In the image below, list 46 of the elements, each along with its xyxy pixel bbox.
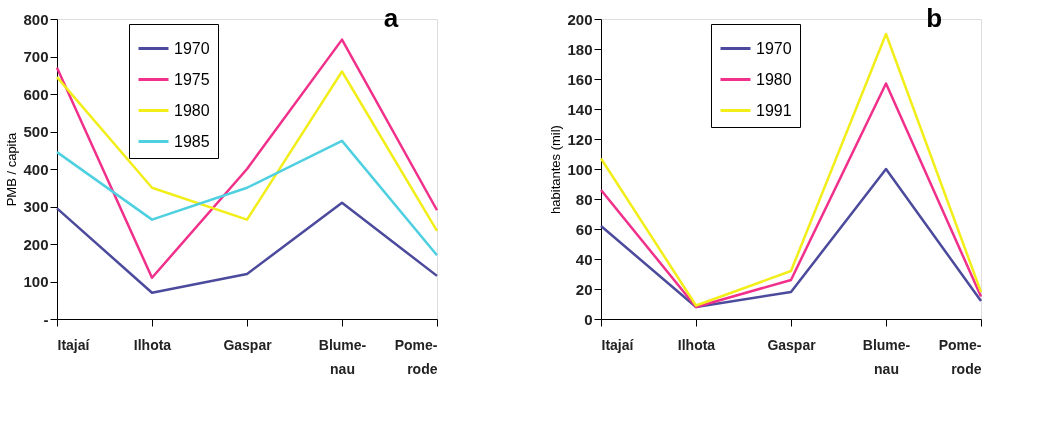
- x-tick-label: Itajaí: [57, 336, 91, 353]
- legend-label: 1975: [174, 70, 210, 88]
- y-tick-label: 20: [575, 280, 593, 298]
- chart-title: b: [926, 3, 943, 33]
- legend-label: 1980: [174, 101, 210, 119]
- y-tick-label: 160: [567, 70, 593, 88]
- y-tick-label: 140: [567, 100, 593, 118]
- y-tick-label: 120: [567, 130, 593, 148]
- y-tick-label: 100: [23, 273, 49, 290]
- x-tick-label: Gaspar: [767, 336, 817, 353]
- y-tick-label: 700: [23, 48, 49, 65]
- chart-title: a: [383, 3, 399, 33]
- x-tick-label: Ilhota: [133, 336, 172, 353]
- legend-label: 1991: [756, 101, 792, 119]
- x-tick-label: Ilhota: [677, 336, 716, 353]
- line-series: [599, 167, 983, 309]
- y-tick-label: 600: [23, 85, 49, 103]
- x-tick-label: Pome- rode: [938, 336, 982, 377]
- line-series: [55, 70, 439, 233]
- line-series: [55, 201, 439, 294]
- x-tick-label: Blume- nau: [318, 336, 367, 377]
- y-axis-title: PMB / capita: [4, 131, 20, 207]
- y-tick-label: 200: [567, 10, 593, 28]
- line-series: [55, 38, 439, 279]
- y-tick-label: 180: [567, 40, 593, 58]
- y-tick-label: 200: [23, 235, 49, 253]
- legend-label: 1970: [174, 39, 210, 57]
- y-tick-label: 100: [567, 160, 593, 178]
- y-tick-label: 80: [575, 190, 593, 208]
- legend-label: 1980: [756, 70, 792, 88]
- y-tick-label: 40: [575, 250, 593, 268]
- legend-label: 1970: [756, 39, 792, 57]
- x-tick-label: Itajaí: [601, 336, 635, 353]
- y-tick-label: 800: [23, 10, 49, 28]
- x-tick-label: Blume- nau: [862, 336, 911, 377]
- y-tick-label: 60: [575, 220, 593, 238]
- y-tick-label: 0: [584, 310, 593, 328]
- y-axis-title: habitantes (mil): [548, 125, 564, 214]
- legend-label: 1985: [174, 132, 210, 150]
- y-tick-label: 400: [23, 160, 49, 178]
- y-tick-label: 300: [23, 198, 49, 215]
- y-tick-label: -: [43, 310, 49, 328]
- line-series: [599, 32, 983, 307]
- y-tick-label: 500: [23, 123, 49, 140]
- x-tick-label: Gaspar: [223, 336, 273, 353]
- x-tick-label: Pome- rode: [394, 336, 438, 377]
